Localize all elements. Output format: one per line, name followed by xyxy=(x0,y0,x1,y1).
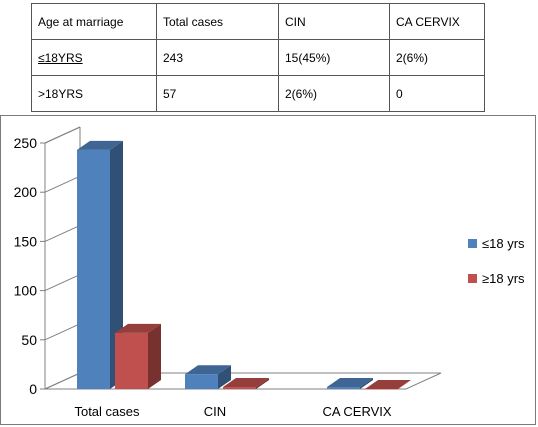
y-tick-depth xyxy=(44,175,81,193)
table-row: >18YRS 57 2(6%) 0 xyxy=(31,75,485,112)
bar xyxy=(327,387,360,389)
bar-chart: 0 50 100 150 200 250 Total cases CIN CA CERVIX ≤1… xyxy=(14,126,525,419)
bar-top xyxy=(115,323,161,333)
bar xyxy=(185,374,218,389)
table-row: ≤18YRS 243 15(45%) 2(6%) xyxy=(31,39,485,76)
header-cin: CIN xyxy=(278,3,390,40)
chart-frame: 0 50 100 150 200 250 Total cases CIN CA CERVIX ≤1… xyxy=(0,115,536,425)
x-tick-label: CIN xyxy=(204,404,226,419)
header-ca: CA CERVIX xyxy=(389,3,485,40)
y-tick-label: 0 xyxy=(29,381,37,397)
legend-swatch xyxy=(468,239,477,248)
bar-top xyxy=(77,140,123,150)
table-cell: 2(6%) xyxy=(278,75,390,112)
table-header-row: Age at marriage Total cases CIN CA CERVI… xyxy=(31,3,485,40)
bar-side xyxy=(360,378,373,389)
y-tick-label: 200 xyxy=(14,184,38,200)
table-cell: 243 xyxy=(156,39,279,76)
y-tick-depth xyxy=(44,224,81,242)
table-cell: 15(45%) xyxy=(278,39,390,76)
header-age: Age at marriage xyxy=(31,3,157,40)
y-tick-depth xyxy=(44,323,81,341)
bar xyxy=(115,332,148,389)
bar xyxy=(77,149,110,389)
y-tick-label: 150 xyxy=(14,233,38,249)
bar-side xyxy=(110,140,123,389)
x-tick-label: CA CERVIX xyxy=(322,404,391,419)
table-cell: 57 xyxy=(156,75,279,112)
y-tick-label: 250 xyxy=(14,135,38,151)
bar-top xyxy=(185,365,231,375)
x-tick-label: Total cases xyxy=(74,404,140,419)
table-cell: 2(6%) xyxy=(389,39,485,76)
bar-top xyxy=(365,380,411,389)
bar-side xyxy=(148,323,161,389)
header-total: Total cases xyxy=(156,3,279,40)
y-tick-depth xyxy=(44,372,81,390)
y-tick-label: 50 xyxy=(21,332,37,348)
bar-top xyxy=(223,378,269,388)
bar xyxy=(223,387,256,389)
y-tick-depth xyxy=(44,126,81,144)
legend-label: ≥18 yrs xyxy=(482,271,525,286)
data-table: Age at marriage Total cases CIN CA CERVI… xyxy=(31,3,485,112)
bar-top xyxy=(327,378,373,388)
bar-side xyxy=(218,365,231,389)
y-tick-label: 100 xyxy=(14,283,38,299)
bar-side xyxy=(256,378,269,389)
legend-label: ≤18 yrs xyxy=(482,236,525,251)
legend-swatch xyxy=(468,274,477,283)
table-cell: >18YRS xyxy=(31,75,157,112)
y-tick-depth xyxy=(44,274,81,292)
table-cell: ≤18YRS xyxy=(31,39,157,76)
bar xyxy=(365,389,398,390)
table-cell: 0 xyxy=(389,75,485,112)
